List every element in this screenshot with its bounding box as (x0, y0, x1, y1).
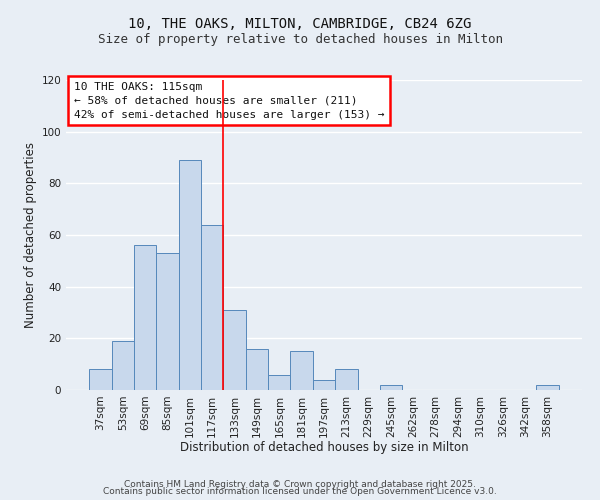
Bar (223, 310, 246, 390)
Bar (380, 385, 402, 390)
X-axis label: Distribution of detached houses by size in Milton: Distribution of detached houses by size … (179, 441, 469, 454)
Bar (246, 348, 268, 390)
Text: 10, THE OAKS, MILTON, CAMBRIDGE, CB24 6ZG: 10, THE OAKS, MILTON, CAMBRIDGE, CB24 6Z… (128, 18, 472, 32)
Bar (335, 370, 358, 390)
Bar (112, 341, 134, 390)
Bar (179, 160, 201, 390)
Bar (89, 370, 112, 390)
Bar (536, 385, 559, 390)
Bar (290, 351, 313, 390)
Y-axis label: Number of detached properties: Number of detached properties (24, 142, 37, 328)
Text: 10 THE OAKS: 115sqm
← 58% of detached houses are smaller (211)
42% of semi-detac: 10 THE OAKS: 115sqm ← 58% of detached ho… (74, 82, 384, 120)
Text: Contains HM Land Registry data © Crown copyright and database right 2025.: Contains HM Land Registry data © Crown c… (124, 480, 476, 489)
Bar (157, 253, 179, 390)
Bar (134, 246, 157, 390)
Bar (201, 224, 223, 390)
Bar (268, 374, 290, 390)
Bar (313, 380, 335, 390)
Text: Size of property relative to detached houses in Milton: Size of property relative to detached ho… (97, 32, 503, 46)
Text: Contains public sector information licensed under the Open Government Licence v3: Contains public sector information licen… (103, 487, 497, 496)
